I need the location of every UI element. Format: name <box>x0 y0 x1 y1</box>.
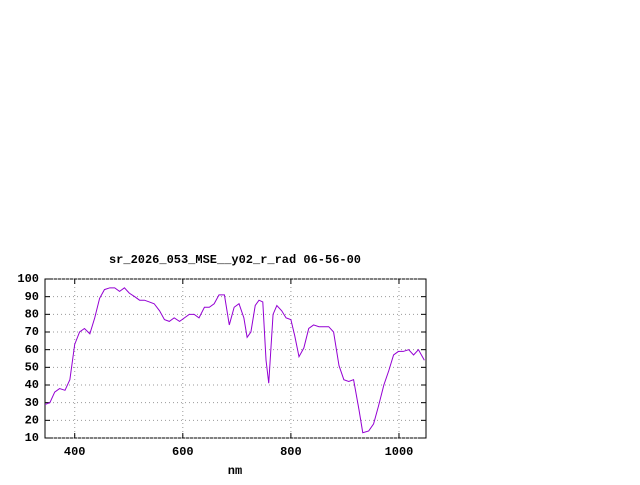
x-tick-label: 400 <box>64 445 86 459</box>
y-tick-label: 30 <box>25 396 39 410</box>
y-tick-label: 10 <box>25 431 39 445</box>
y-tick-label: 50 <box>25 361 39 375</box>
y-tick-label: 90 <box>25 290 39 304</box>
y-tick-label: 20 <box>25 414 39 428</box>
x-axis-label: nm <box>228 464 242 478</box>
plot-frame <box>44 278 427 439</box>
data-line <box>44 287 425 434</box>
chart-title: sr_2026_053_MSE__y02_r_rad 06-56-00 <box>109 253 361 267</box>
y-tick-label: 100 <box>17 272 39 286</box>
x-tick-label: 800 <box>280 445 302 459</box>
y-tick-label: 70 <box>25 325 39 339</box>
x-tick-label: 1000 <box>385 445 414 459</box>
x-tick-label: 600 <box>172 445 194 459</box>
y-tick-label: 60 <box>25 343 39 357</box>
y-tick-label: 80 <box>25 308 39 322</box>
y-tick-label: 40 <box>25 378 39 392</box>
